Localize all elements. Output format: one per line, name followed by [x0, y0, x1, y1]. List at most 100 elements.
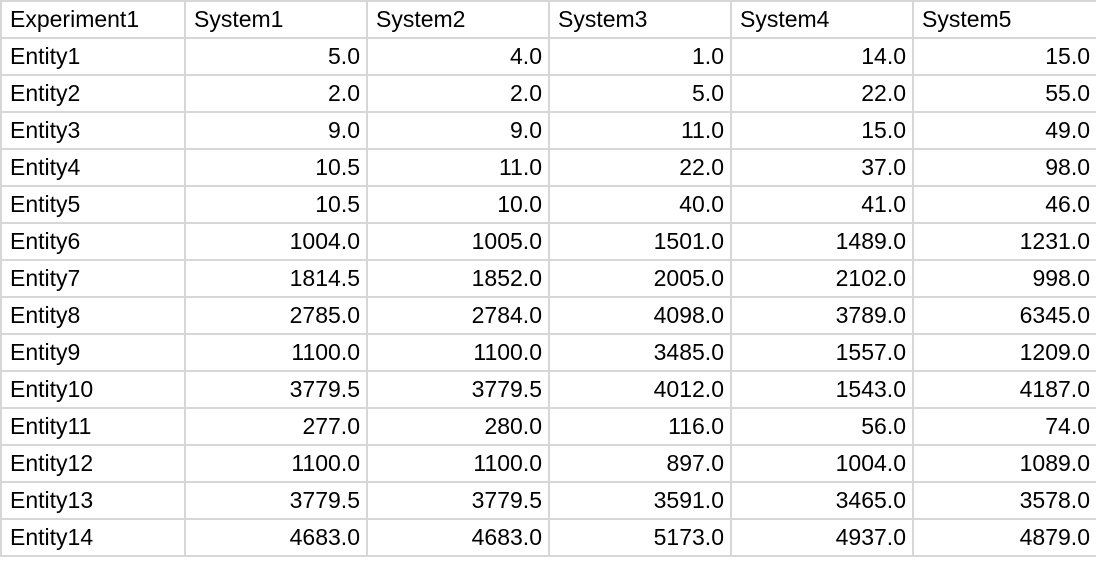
value-cell[interactable]: 4.0 [367, 38, 550, 76]
row-label-cell[interactable]: Entity1 [0, 38, 186, 76]
value-cell[interactable]: 49.0 [913, 112, 1096, 150]
value-cell[interactable]: 5.0 [185, 38, 368, 76]
value-cell[interactable]: 1005.0 [367, 223, 550, 261]
value-cell[interactable]: 3578.0 [913, 482, 1096, 520]
value-cell[interactable]: 4098.0 [549, 297, 732, 335]
value-cell[interactable]: 15.0 [731, 112, 914, 150]
value-cell[interactable]: 37.0 [731, 149, 914, 187]
row-label-cell[interactable]: Entity8 [0, 297, 186, 335]
value-cell[interactable]: 2.0 [367, 75, 550, 113]
value-cell[interactable]: 2.0 [185, 75, 368, 113]
header-cell-system4[interactable]: System4 [731, 0, 914, 39]
value-cell[interactable]: 5.0 [549, 75, 732, 113]
value-cell[interactable]: 3779.5 [367, 371, 550, 409]
value-cell[interactable]: 1100.0 [185, 445, 368, 483]
row-label-cell[interactable]: Entity7 [0, 260, 186, 298]
table-row: Entity2 2.0 2.0 5.0 22.0 55.0 [0, 75, 1096, 113]
value-cell[interactable]: 1100.0 [185, 334, 368, 372]
value-cell[interactable]: 5173.0 [549, 519, 732, 557]
value-cell[interactable]: 3779.5 [185, 371, 368, 409]
value-cell[interactable]: 10.5 [185, 186, 368, 224]
value-cell[interactable]: 98.0 [913, 149, 1096, 187]
row-label-cell[interactable]: Entity4 [0, 149, 186, 187]
value-cell[interactable]: 15.0 [913, 38, 1096, 76]
value-cell[interactable]: 40.0 [549, 186, 732, 224]
table-row: Entity4 10.5 11.0 22.0 37.0 98.0 [0, 149, 1096, 187]
value-cell[interactable]: 1089.0 [913, 445, 1096, 483]
value-cell[interactable]: 3465.0 [731, 482, 914, 520]
value-cell[interactable]: 9.0 [185, 112, 368, 150]
row-label-cell[interactable]: Entity9 [0, 334, 186, 372]
header-cell-experiment[interactable]: Experiment1 [0, 0, 186, 39]
value-cell[interactable]: 2005.0 [549, 260, 732, 298]
value-cell[interactable]: 2785.0 [185, 297, 368, 335]
value-cell[interactable]: 4683.0 [185, 519, 368, 557]
value-cell[interactable]: 1557.0 [731, 334, 914, 372]
value-cell[interactable]: 1004.0 [731, 445, 914, 483]
header-cell-system2[interactable]: System2 [367, 0, 550, 39]
value-cell[interactable]: 10.0 [367, 186, 550, 224]
value-cell[interactable]: 11.0 [549, 112, 732, 150]
row-label-cell[interactable]: Entity11 [0, 408, 186, 446]
row-label-cell[interactable]: Entity6 [0, 223, 186, 261]
header-cell-system5[interactable]: System5 [913, 0, 1096, 39]
table-row: Entity8 2785.0 2784.0 4098.0 3789.0 6345.0 [0, 297, 1096, 335]
value-cell[interactable]: 4683.0 [367, 519, 550, 557]
value-cell[interactable]: 4937.0 [731, 519, 914, 557]
row-label-cell[interactable]: Entity13 [0, 482, 186, 520]
value-cell[interactable]: 1231.0 [913, 223, 1096, 261]
table-row: Entity10 3779.5 3779.5 4012.0 1543.0 4187.0 [0, 371, 1096, 409]
row-label-cell[interactable]: Entity10 [0, 371, 186, 409]
value-cell[interactable]: 280.0 [367, 408, 550, 446]
value-cell[interactable]: 1543.0 [731, 371, 914, 409]
value-cell[interactable]: 11.0 [367, 149, 550, 187]
table-row: Entity12 1100.0 1100.0 897.0 1004.0 1089.0 [0, 445, 1096, 483]
value-cell[interactable]: 116.0 [549, 408, 732, 446]
value-cell[interactable]: 4879.0 [913, 519, 1096, 557]
table-row: Entity5 10.5 10.0 40.0 41.0 46.0 [0, 186, 1096, 224]
value-cell[interactable]: 2102.0 [731, 260, 914, 298]
header-cell-system1[interactable]: System1 [185, 0, 368, 39]
value-cell[interactable]: 41.0 [731, 186, 914, 224]
header-row: Experiment1 System1 System2 System3 Syst… [0, 0, 1096, 39]
header-cell-system3[interactable]: System3 [549, 0, 732, 39]
value-cell[interactable]: 277.0 [185, 408, 368, 446]
value-cell[interactable]: 1.0 [549, 38, 732, 76]
value-cell[interactable]: 1814.5 [185, 260, 368, 298]
row-label-cell[interactable]: Entity12 [0, 445, 186, 483]
value-cell[interactable]: 10.5 [185, 149, 368, 187]
value-cell[interactable]: 56.0 [731, 408, 914, 446]
table-row: Entity6 1004.0 1005.0 1501.0 1489.0 1231.0 [0, 223, 1096, 261]
value-cell[interactable]: 1501.0 [549, 223, 732, 261]
value-cell[interactable]: 3485.0 [549, 334, 732, 372]
value-cell[interactable]: 1209.0 [913, 334, 1096, 372]
value-cell[interactable]: 46.0 [913, 186, 1096, 224]
row-label-cell[interactable]: Entity5 [0, 186, 186, 224]
value-cell[interactable]: 1852.0 [367, 260, 550, 298]
value-cell[interactable]: 55.0 [913, 75, 1096, 113]
value-cell[interactable]: 74.0 [913, 408, 1096, 446]
row-label-cell[interactable]: Entity14 [0, 519, 186, 557]
value-cell[interactable]: 1489.0 [731, 223, 914, 261]
table-row: Entity3 9.0 9.0 11.0 15.0 49.0 [0, 112, 1096, 150]
value-cell[interactable]: 6345.0 [913, 297, 1096, 335]
value-cell[interactable]: 22.0 [549, 149, 732, 187]
value-cell[interactable]: 2784.0 [367, 297, 550, 335]
value-cell[interactable]: 3789.0 [731, 297, 914, 335]
table-row: Entity13 3779.5 3779.5 3591.0 3465.0 3578.0 [0, 482, 1096, 520]
value-cell[interactable]: 22.0 [731, 75, 914, 113]
row-label-cell[interactable]: Entity3 [0, 112, 186, 150]
value-cell[interactable]: 1100.0 [367, 445, 550, 483]
value-cell[interactable]: 4187.0 [913, 371, 1096, 409]
value-cell[interactable]: 14.0 [731, 38, 914, 76]
value-cell[interactable]: 9.0 [367, 112, 550, 150]
value-cell[interactable]: 1004.0 [185, 223, 368, 261]
value-cell[interactable]: 3779.5 [367, 482, 550, 520]
value-cell[interactable]: 998.0 [913, 260, 1096, 298]
value-cell[interactable]: 1100.0 [367, 334, 550, 372]
value-cell[interactable]: 3779.5 [185, 482, 368, 520]
value-cell[interactable]: 3591.0 [549, 482, 732, 520]
value-cell[interactable]: 4012.0 [549, 371, 732, 409]
value-cell[interactable]: 897.0 [549, 445, 732, 483]
row-label-cell[interactable]: Entity2 [0, 75, 186, 113]
